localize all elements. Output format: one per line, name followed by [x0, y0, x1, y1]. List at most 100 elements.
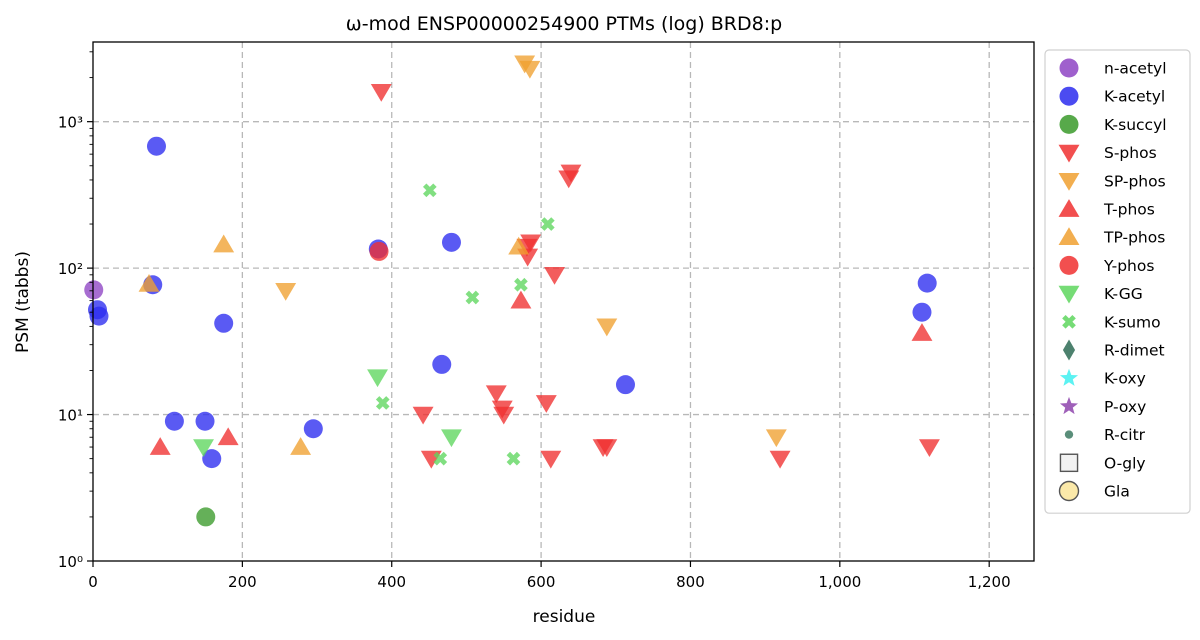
data-point-k-sumo [422, 183, 437, 198]
legend-marker [1059, 396, 1079, 415]
axes-layer: 0 200 400 600 800 1,000 1,200 10⁰ 10¹ 10² 10³ [58, 41, 1035, 591]
y-tick-label: 10³ [58, 114, 83, 132]
data-point-k-gg [193, 439, 214, 457]
data-point-k-acetyl [202, 449, 222, 469]
marker-shape [290, 437, 312, 455]
legend-label: SP-phos [1104, 172, 1166, 190]
marker-shape [1059, 86, 1079, 106]
marker-shape [506, 451, 521, 466]
data-point-sp-phos [765, 429, 787, 448]
data-point-k-gg [367, 369, 388, 388]
marker-shape [1059, 255, 1079, 275]
marker-shape [1062, 314, 1076, 329]
data-point-sp-phos [275, 282, 297, 301]
marker-shape [485, 385, 507, 404]
marker-shape [422, 183, 437, 198]
data-point-k-acetyl [432, 354, 452, 374]
marker-shape [441, 429, 462, 448]
legend-marker [1058, 227, 1080, 246]
marker-shape [195, 411, 215, 431]
marker-shape [519, 60, 541, 79]
marker-shape [146, 136, 166, 156]
legend-label: T-phos [1103, 201, 1155, 219]
marker-shape [510, 290, 532, 309]
marker-shape [214, 313, 234, 333]
marker-shape [1058, 144, 1080, 163]
legend-marker [1059, 114, 1079, 134]
x-tick-label: 600 [527, 573, 556, 591]
legend-label: Gla [1104, 483, 1130, 501]
data-point-k-acetyl [441, 232, 461, 252]
data-point-tp-phos [213, 234, 235, 253]
marker-shape [535, 395, 557, 413]
data-point-tp-phos [138, 273, 160, 292]
marker-shape [769, 450, 791, 469]
x-tick-label: 200 [228, 573, 257, 591]
data-point-k-acetyl [615, 375, 635, 395]
marker-shape [508, 236, 530, 255]
marker-shape [596, 318, 618, 337]
data-point-sp-phos [596, 318, 618, 337]
legend-marker [1059, 58, 1079, 78]
marker-shape [1058, 172, 1080, 191]
y-axis-label: PSM (tabbs) [13, 251, 33, 353]
y-tick-label: 10⁰ [58, 553, 83, 571]
marker-shape [1058, 199, 1080, 217]
legend-label: Y-phos [1103, 257, 1154, 275]
x-axis-label: residue [533, 607, 596, 627]
chart-title: ω-mod ENSP00000254900 PTMs (log) BRD8:p [346, 13, 782, 35]
legend-marker [1058, 172, 1080, 191]
marker-shape [164, 411, 184, 431]
legend-label: R-dimet [1104, 342, 1165, 360]
y-tick-label: 10² [58, 260, 83, 278]
legend-marker [1058, 144, 1080, 163]
x-tick-label: 800 [676, 573, 705, 591]
marker-shape [202, 449, 222, 469]
marker-shape [493, 406, 515, 425]
marker-shape [193, 439, 214, 457]
marker-shape [596, 439, 618, 457]
data-point-k-acetyl [214, 313, 234, 333]
data-point-k-sumo [465, 290, 480, 305]
legend-label: S-phos [1104, 144, 1157, 162]
marker-shape [615, 375, 635, 395]
data-point-s-phos [540, 450, 562, 469]
grid-layer [93, 42, 1034, 561]
marker-shape [1062, 339, 1076, 361]
data-point-k-sumo [375, 396, 390, 410]
marker-shape [303, 419, 323, 439]
data-point-k-acetyl [917, 273, 937, 293]
marker-shape [912, 302, 932, 322]
marker-shape [1059, 58, 1079, 78]
marker-shape [375, 396, 390, 410]
marker-shape [138, 273, 160, 292]
legend-label: K-oxy [1104, 370, 1146, 388]
marker-shape [369, 241, 389, 261]
data-point-k-acetyl [303, 419, 323, 439]
marker-shape [560, 164, 582, 183]
marker-shape [1059, 453, 1079, 473]
marker-shape [1059, 114, 1079, 134]
marker-shape [84, 280, 104, 300]
y-tick-label: 10¹ [58, 407, 83, 425]
marker-shape [275, 282, 297, 301]
legend: n-acetyl K-acetyl K-succyl S-phos SP-phos T-p… [1044, 49, 1191, 514]
marker-shape [1058, 285, 1080, 304]
data-point-y-phos [369, 241, 389, 261]
marker-shape [1064, 430, 1074, 439]
marker-shape [213, 234, 235, 253]
marker-shape [412, 406, 434, 425]
data-point-k-acetyl [164, 411, 184, 431]
marker-shape [911, 323, 933, 341]
legend-marker [1059, 453, 1079, 473]
data-point-k-sumo [514, 277, 528, 292]
data-point-k-acetyl [146, 136, 166, 156]
data-point-s-phos [918, 439, 940, 457]
data-point-k-acetyl [89, 306, 109, 326]
marker-shape [196, 507, 216, 527]
data-point-t-phos [510, 290, 532, 309]
x-tick-label: 400 [377, 573, 406, 591]
data-point-k-acetyl [195, 411, 215, 431]
